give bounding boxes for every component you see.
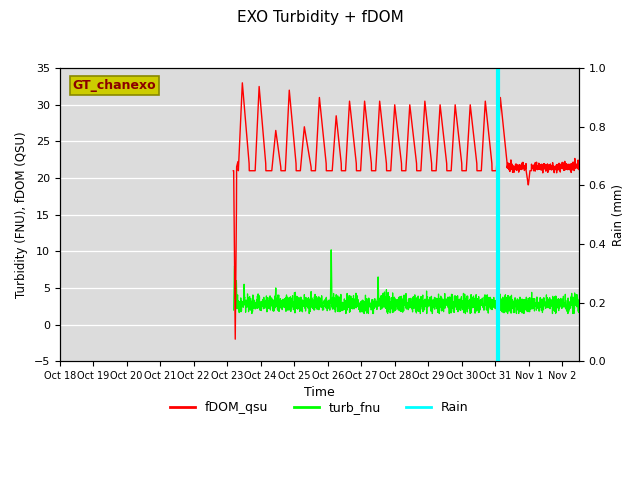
Text: EXO Turbidity + fDOM: EXO Turbidity + fDOM <box>237 10 403 24</box>
Text: GT_chanexo: GT_chanexo <box>72 79 156 92</box>
Y-axis label: Rain (mm): Rain (mm) <box>612 184 625 246</box>
Legend: fDOM_qsu, turb_fnu, Rain: fDOM_qsu, turb_fnu, Rain <box>165 396 474 420</box>
X-axis label: Time: Time <box>304 386 335 399</box>
Y-axis label: Turbidity (FNU), fDOM (QSU): Turbidity (FNU), fDOM (QSU) <box>15 132 28 298</box>
